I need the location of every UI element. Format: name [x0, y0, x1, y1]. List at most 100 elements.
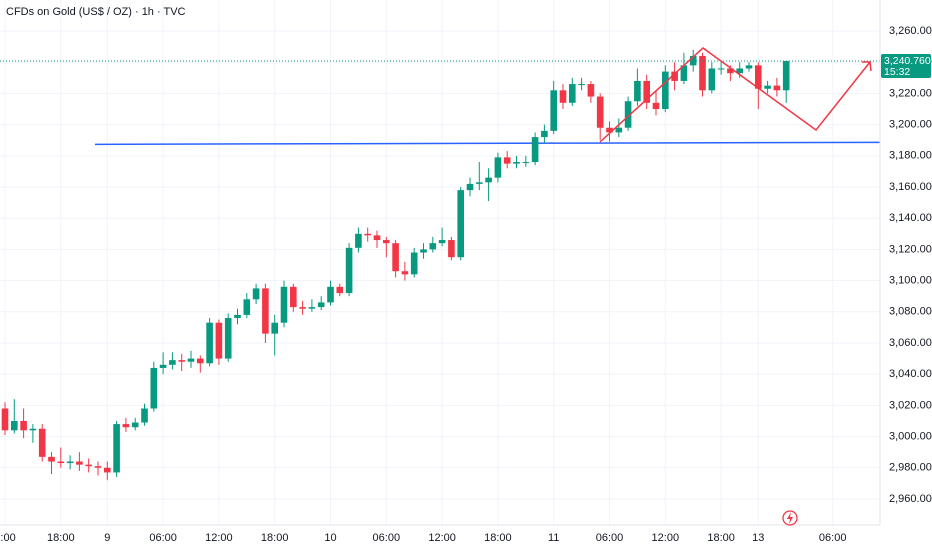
candle-body: [159, 364, 167, 368]
candle-body: [578, 84, 585, 86]
candle-body: [596, 96, 604, 128]
candle-body: [317, 302, 325, 308]
candle-body: [48, 456, 55, 462]
x-tick-label: 18:00: [707, 532, 735, 544]
candle-body: [76, 461, 83, 465]
candle-body: [206, 322, 213, 364]
axes: 2,960.000 2,980.000 3,000.000 3,020.000 3,04…: [0, 25, 932, 544]
candle-body: [38, 428, 46, 457]
candle-body: [755, 65, 762, 89]
candle-body: [327, 286, 334, 303]
candle-body: [364, 233, 371, 236]
candle-body: [541, 130, 548, 138]
candle-body: [652, 102, 660, 110]
y-tick-label: 3,180.000: [889, 150, 932, 162]
candle-body: [243, 299, 251, 315]
candle-body: [448, 240, 455, 258]
x-tick-label: 06:00: [373, 532, 401, 544]
y-tick-label: 3,080.000: [889, 306, 932, 318]
candle-body: [764, 85, 771, 89]
candle-body: [373, 235, 381, 241]
candle-body: [234, 314, 241, 319]
candle-body: [383, 240, 390, 244]
y-tick-label: 2,980.000: [889, 462, 932, 474]
candle-body: [782, 61, 790, 91]
countdown-label: 15:32: [884, 66, 910, 78]
x-tick-label: 06:00: [596, 532, 624, 544]
candle-body: [559, 90, 567, 103]
candle-body: [187, 358, 195, 362]
y-tick-label: 3,260.000: [889, 25, 932, 37]
candle-body: [438, 240, 446, 244]
candle-body: [624, 101, 632, 128]
candle-body: [122, 424, 130, 428]
chart-title: CFDs on Gold (US$ / OZ) · 1h · TVC: [6, 6, 186, 18]
candle-body: [773, 85, 781, 91]
projection-arrowhead: [862, 61, 872, 72]
candle-body: [708, 68, 716, 91]
candle-body: [485, 177, 492, 183]
last-price-label: 3,240.760: [884, 55, 931, 67]
candle-body: [587, 84, 595, 97]
candle-body: [727, 68, 734, 74]
y-tick-label: 3,200.000: [889, 119, 932, 131]
candle-body: [671, 71, 678, 81]
candle-body: [169, 360, 176, 365]
candle-body: [410, 252, 418, 275]
candle-body: [271, 322, 278, 334]
candle-body: [345, 247, 353, 294]
replay-icon: [782, 510, 798, 526]
y-tick-label: 3,220.000: [889, 87, 932, 99]
candle-body: [634, 80, 641, 102]
x-tick-label: 13: [752, 532, 764, 544]
x-tick-label: 12:00: [205, 532, 233, 544]
candle-body: [392, 243, 399, 272]
y-tick-label: 3,000.000: [889, 430, 932, 442]
candle-body: [420, 249, 427, 253]
candle-body: [11, 420, 18, 431]
candle-body: [252, 288, 260, 300]
y-tick-label: 3,040.000: [889, 368, 932, 380]
y-tick-label: 3,060.000: [889, 337, 932, 349]
candle-body: [20, 420, 27, 431]
candle-body: [401, 271, 409, 275]
candle-body: [94, 466, 102, 468]
candle-body: [308, 307, 316, 309]
y-tick-label: 3,140.000: [889, 212, 932, 224]
x-tick-label: 10: [324, 532, 336, 544]
candle-body: [104, 467, 111, 473]
candle-body: [178, 360, 185, 362]
candle-body: [336, 286, 344, 294]
y-tick-label: 3,020.000: [889, 399, 932, 411]
candle-body: [429, 243, 437, 250]
candle-body: [699, 55, 706, 91]
candle-body: [131, 422, 139, 428]
candle-body: [224, 318, 232, 359]
candle-body: [615, 127, 623, 133]
candle-body: [569, 84, 576, 103]
candle-body: [66, 461, 74, 464]
candle-body: [113, 424, 120, 473]
candle-body: [1, 408, 9, 431]
level-line: [94, 141, 881, 146]
candle-body: [513, 162, 520, 164]
candle-body: [466, 183, 474, 191]
candle-body: [290, 286, 297, 308]
x-tick-label: 12:00: [652, 532, 680, 544]
projection-path: [599, 47, 871, 143]
candle-body: [29, 428, 37, 431]
candle-body: [57, 461, 65, 464]
candle-body: [262, 288, 269, 334]
x-tick-label: 18:00: [261, 532, 289, 544]
candle-body: [141, 408, 148, 423]
candle-body: [717, 68, 725, 70]
y-tick-label: 2,960.000: [889, 493, 932, 505]
candle-body: [522, 162, 530, 164]
candle-body: [355, 233, 362, 248]
x-tick-label: 06:00: [819, 532, 847, 544]
x-tick-label: 12:00: [428, 532, 456, 544]
candle-body: [197, 358, 204, 364]
candle-body: [457, 190, 464, 258]
x-tick-label: 18:00: [47, 532, 75, 544]
